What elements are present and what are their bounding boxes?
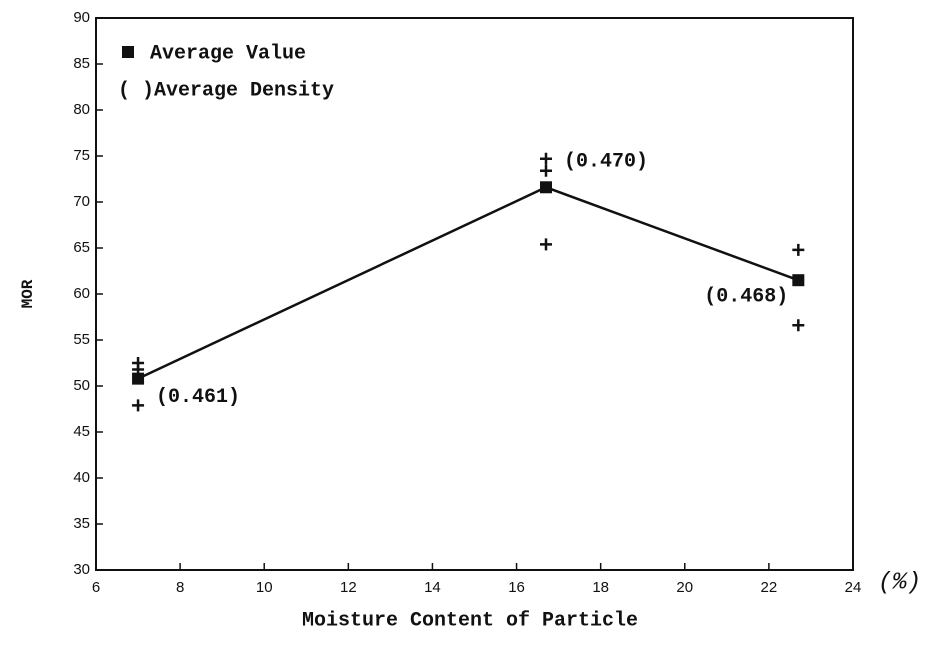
average-marker <box>539 181 552 194</box>
x-tick-label: 6 <box>92 579 100 596</box>
y-tick-label: 45 <box>73 423 90 440</box>
density-annotation: (0.470) <box>564 151 648 174</box>
y-tick-label: 70 <box>73 193 90 210</box>
y-tick-label: 85 <box>73 55 90 72</box>
average-marker <box>792 274 805 287</box>
x-tick-label: 12 <box>340 579 357 596</box>
y-tick-label: 55 <box>73 331 90 348</box>
y-tick-label: 65 <box>73 239 90 256</box>
x-axis-label: Moisture Content of Particle <box>302 609 638 632</box>
x-tick-label: 22 <box>761 579 778 596</box>
y-tick-label: 60 <box>73 285 90 302</box>
y-axis-label: MOR <box>19 279 37 308</box>
x-tick-label: 24 <box>845 579 862 596</box>
legend-label: Average Value <box>150 42 306 65</box>
x-tick-label: 20 <box>676 579 693 596</box>
legend-note: ( )Average Density <box>118 79 334 102</box>
x-tick-label: 18 <box>592 579 609 596</box>
sample-point <box>132 399 145 412</box>
y-tick-label: 30 <box>73 561 90 578</box>
x-tick-label: 14 <box>424 579 441 596</box>
sample-point <box>539 164 552 177</box>
density-annotation: (0.468) <box>704 285 788 308</box>
y-tick-label: 80 <box>73 101 90 118</box>
y-tick-label: 75 <box>73 147 90 164</box>
sample-point <box>792 319 805 332</box>
x-tick-label: 10 <box>256 579 273 596</box>
y-tick-label: 90 <box>73 9 90 26</box>
y-tick-label: 50 <box>73 377 90 394</box>
x-unit: (%) <box>878 569 921 596</box>
y-tick-label: 35 <box>73 515 90 532</box>
x-tick-label: 8 <box>176 579 184 596</box>
density-annotation: (0.461) <box>156 386 240 409</box>
sample-point <box>539 238 552 251</box>
sample-point <box>539 152 552 165</box>
sample-point <box>792 243 805 256</box>
y-tick-label: 40 <box>73 469 90 486</box>
average-marker <box>132 372 145 385</box>
x-tick-label: 16 <box>508 579 525 596</box>
line <box>137 185 799 380</box>
sample-point <box>132 363 145 376</box>
legend-marker <box>122 46 134 58</box>
